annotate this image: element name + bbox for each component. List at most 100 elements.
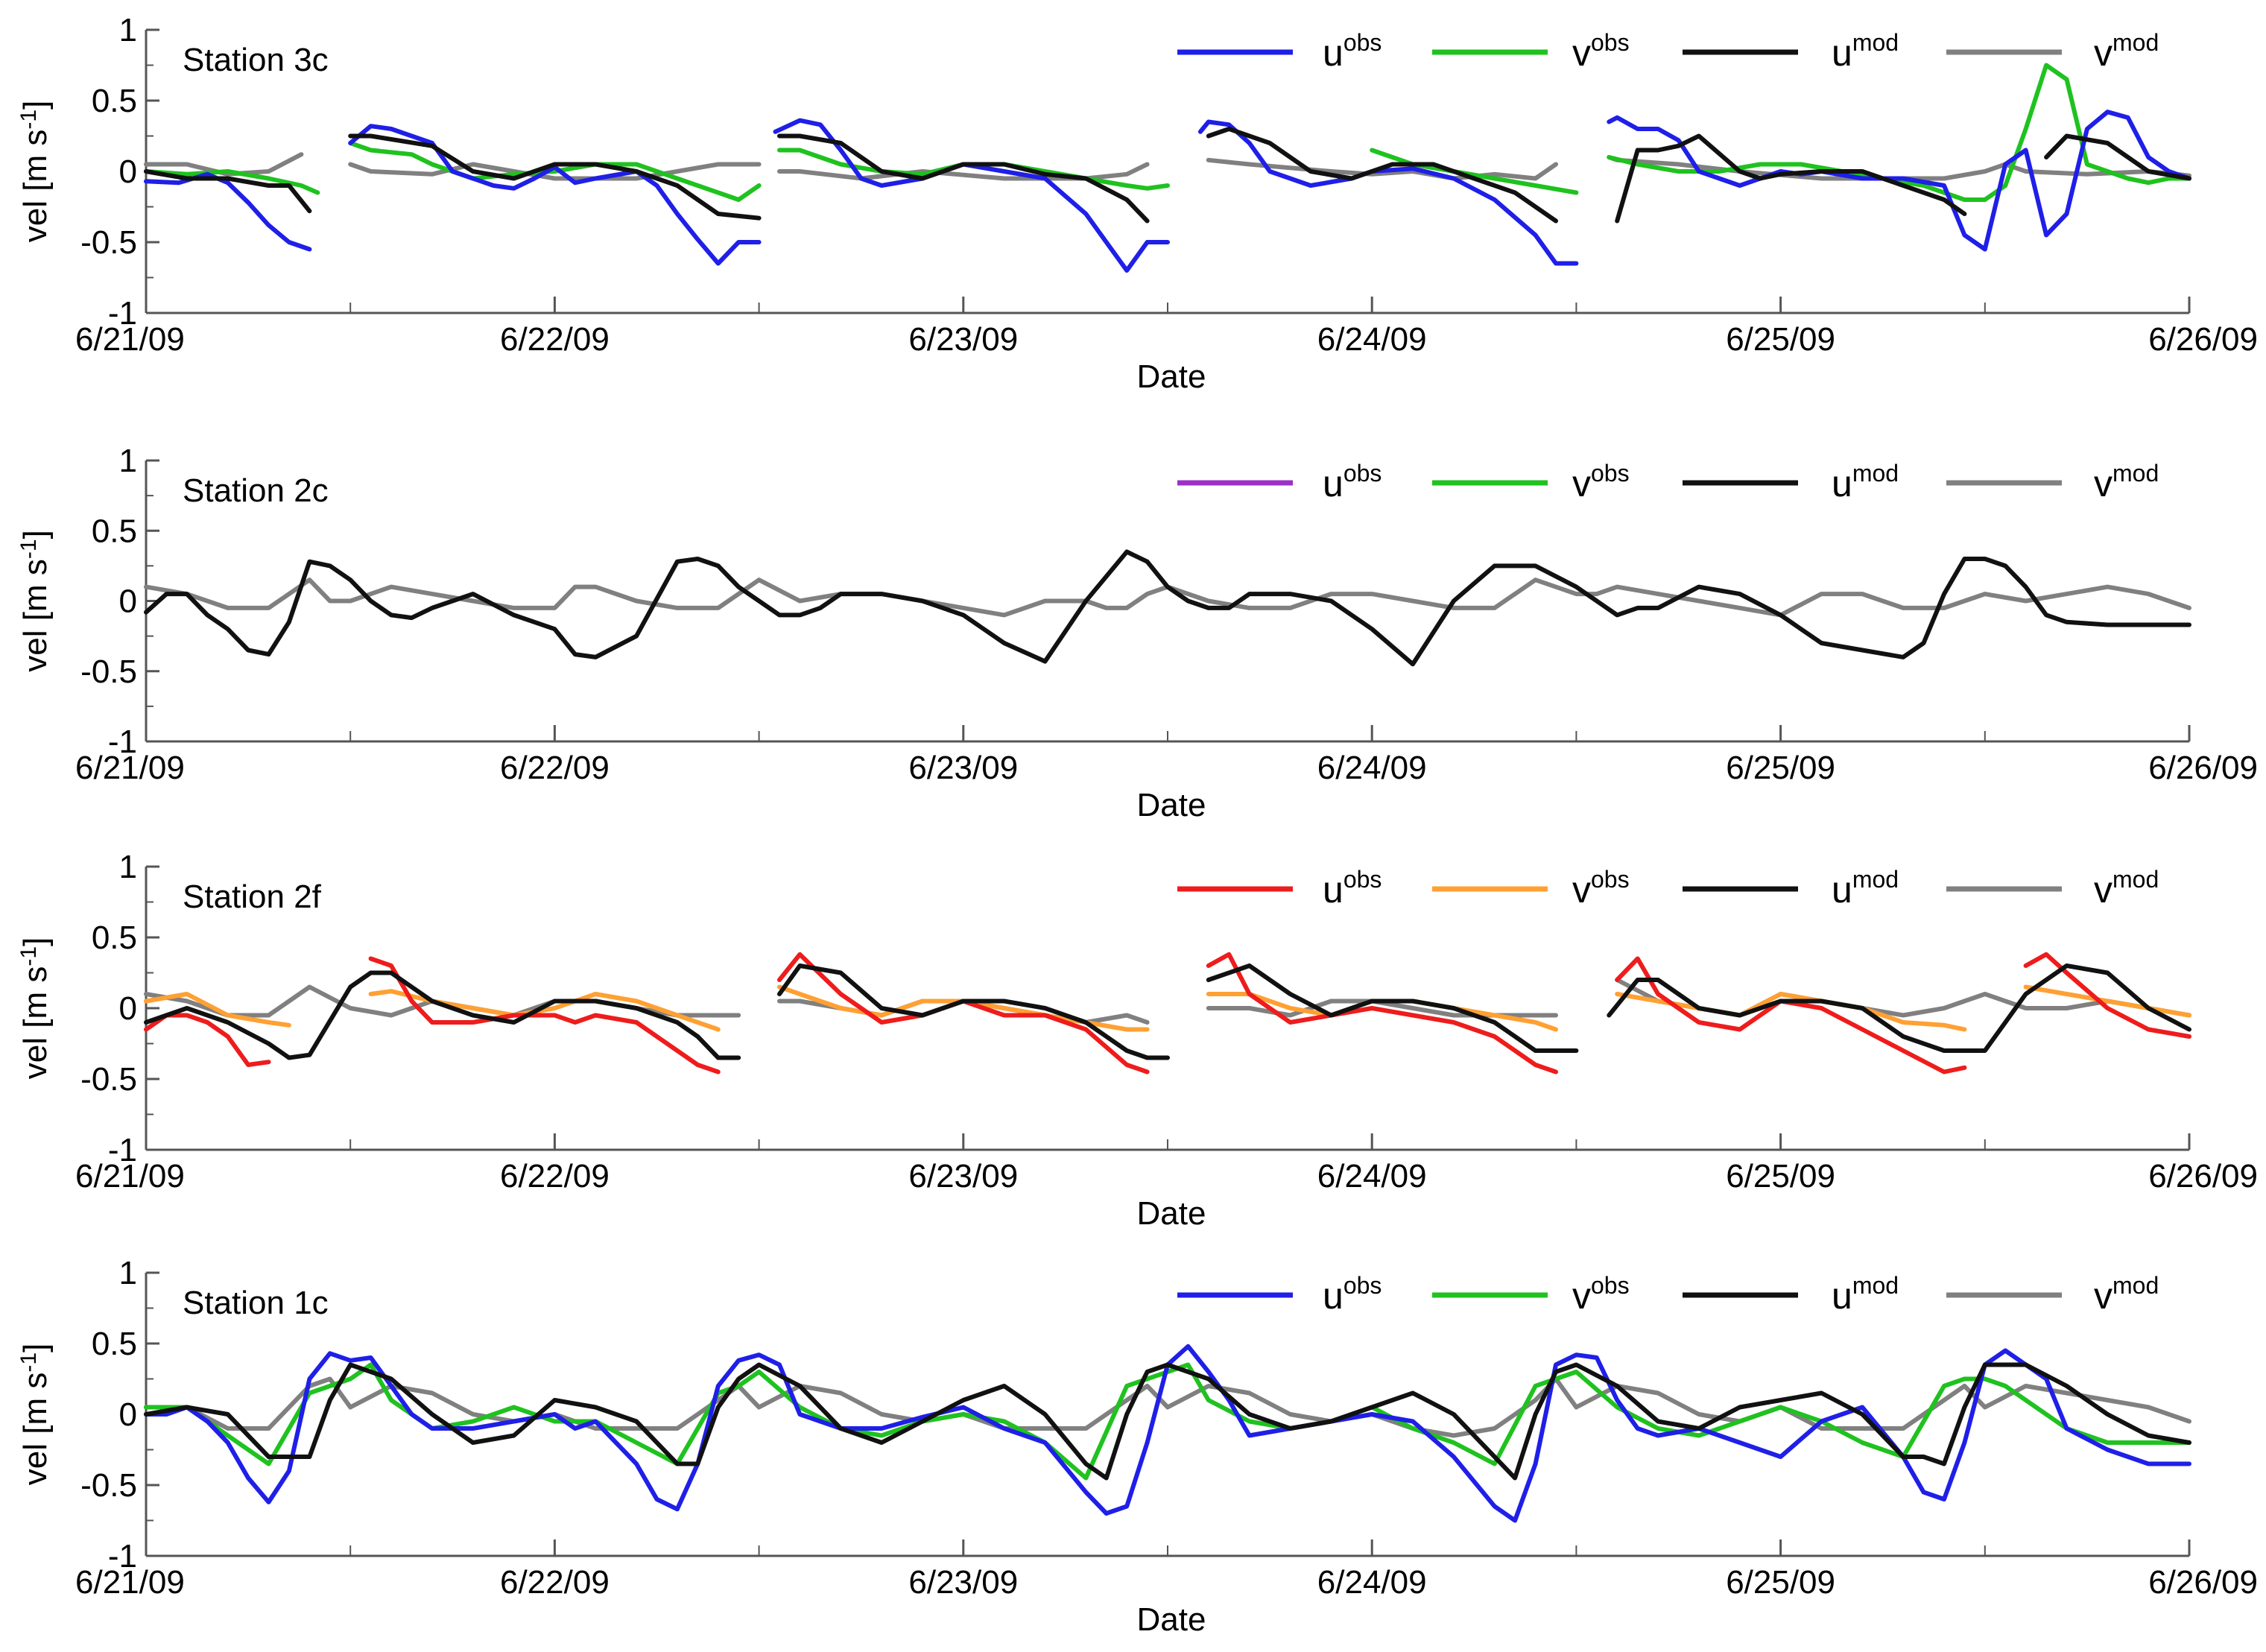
y-tick-label: -1	[108, 1132, 137, 1168]
x-axis-title: Date	[1137, 358, 1206, 395]
legend-item-u-obs: uobs	[1177, 866, 1382, 911]
legend-label: umod	[1832, 1272, 1899, 1317]
y-tick-label: 1	[119, 443, 137, 479]
series-line-u-obs	[348, 124, 762, 266]
x-tick-label: 6/21/09	[75, 321, 185, 358]
legend-item-u-mod: umod	[1683, 29, 1899, 74]
x-tick-label: 6/22/09	[500, 1158, 610, 1194]
legend-label: vmod	[2094, 866, 2159, 911]
series-line-u-obs	[1206, 952, 1558, 1075]
legend-label: vobs	[1572, 1272, 1630, 1317]
x-tick-label: 6/25/09	[1726, 1564, 1835, 1601]
y-axis-title: vel [m s-1]	[16, 101, 54, 243]
series-u-obs	[144, 1344, 2191, 1523]
series-line-u-mod	[1206, 127, 1558, 224]
series-line-v-obs	[2023, 984, 2191, 1018]
legend-item-u-obs: uobs	[1177, 460, 1382, 504]
series-line-v-mod	[144, 577, 2191, 618]
y-tick-label: 0	[119, 990, 137, 1027]
legend-label: vmod	[2094, 29, 2159, 74]
series-line-v-obs	[777, 984, 1150, 1032]
legend-item-v-obs: vobs	[1432, 460, 1630, 504]
series-line-u-mod	[777, 963, 1170, 1060]
series-u-mod	[144, 127, 2191, 224]
x-tick-label: 6/21/09	[75, 1564, 185, 1601]
legend-label: uobs	[1323, 866, 1382, 911]
series-line-v-obs	[368, 989, 721, 1032]
x-axis-title: Date	[1137, 787, 1206, 823]
legend-item-v-obs: vobs	[1432, 866, 1630, 911]
x-axis-title: Date	[1137, 1601, 1206, 1638]
station-label: Station 2f	[183, 879, 322, 915]
legend-label: vmod	[2094, 1272, 2159, 1317]
station-label: Station 3c	[183, 42, 329, 78]
legend-label: umod	[1832, 29, 1899, 74]
y-axis-title: vel [m s-1]	[16, 1344, 54, 1486]
x-tick-label: 6/26/09	[2148, 750, 2258, 786]
legend-item-v-mod: vmod	[1946, 29, 2159, 74]
x-tick-label: 6/21/09	[75, 750, 185, 786]
series-v-mod	[144, 152, 2191, 181]
series-line-v-mod	[1607, 155, 2191, 181]
legend-item-v-obs: vobs	[1432, 1272, 1630, 1317]
legend-label: uobs	[1323, 1272, 1382, 1317]
y-tick-label: 0.5	[92, 513, 137, 549]
x-tick-label: 6/24/09	[1317, 1158, 1427, 1194]
series-line-v-mod	[1206, 157, 1558, 181]
y-tick-label: -0.5	[80, 653, 137, 690]
series-u-obs	[144, 110, 2191, 273]
x-tick-label: 6/25/09	[1726, 1158, 1835, 1194]
y-tick-label: 1	[119, 12, 137, 48]
series-line-v-mod	[777, 162, 1150, 181]
legend-item-v-mod: vmod	[1946, 460, 2159, 504]
series-line-u-mod	[144, 169, 312, 214]
series-line-u-mod	[1206, 963, 1579, 1053]
legend-item-v-obs: vobs	[1432, 29, 1630, 74]
series-line-u-mod	[777, 133, 1150, 224]
y-tick-label: 0.5	[92, 1326, 137, 1362]
series-line-v-obs	[144, 1362, 2191, 1481]
series-line-u-obs	[144, 171, 312, 252]
legend-item-u-mod: umod	[1683, 460, 1899, 504]
x-tick-label: 6/24/09	[1317, 321, 1427, 358]
legend-item-v-mod: vmod	[1946, 866, 2159, 911]
series-line-u-mod	[1615, 133, 1967, 224]
series-v-obs	[144, 1362, 2191, 1481]
series-u-mod	[144, 549, 2191, 667]
series-line-v-obs	[1615, 992, 1967, 1032]
series-u-mod	[144, 1362, 2191, 1481]
series-line-u-mod	[144, 549, 2191, 667]
series-line-v-mod	[144, 152, 304, 177]
x-tick-label: 6/22/09	[500, 321, 610, 358]
x-tick-label: 6/23/09	[908, 750, 1018, 786]
y-axis-title: vel [m s-1]	[16, 937, 54, 1080]
y-tick-label: 0	[119, 1396, 137, 1433]
x-tick-label: 6/26/09	[2148, 1158, 2258, 1194]
y-tick-label: -1	[108, 295, 137, 332]
series-line-u-obs	[1197, 119, 1579, 266]
y-tick-label: 1	[119, 1255, 137, 1291]
legend-item-u-obs: uobs	[1177, 29, 1382, 74]
x-tick-label: 6/25/09	[1726, 750, 1835, 786]
legend-label: vobs	[1572, 29, 1630, 74]
y-tick-label: 0	[119, 583, 137, 620]
legend-item-u-mod: umod	[1683, 1272, 1899, 1317]
x-tick-label: 6/24/09	[1317, 750, 1427, 786]
y-tick-label: -0.5	[80, 224, 137, 261]
series-line-v-obs	[348, 141, 762, 202]
series-line-u-mod	[144, 970, 741, 1060]
station-label: Station 1c	[183, 1285, 329, 1321]
legend-label: umod	[1832, 460, 1899, 504]
x-tick-label: 6/22/09	[500, 1564, 610, 1601]
station-label: Station 2c	[183, 472, 329, 509]
x-tick-label: 6/26/09	[2148, 321, 2258, 358]
legend-label: umod	[1832, 866, 1899, 911]
x-tick-label: 6/23/09	[908, 1564, 1018, 1601]
legend-label: vobs	[1572, 866, 1630, 911]
y-tick-label: -1	[108, 1538, 137, 1575]
series-line-u-mod	[1607, 963, 2191, 1053]
legend-label: vmod	[2094, 460, 2159, 504]
panel-2: -1 -0.5 0 0.5 1 6/21/09 6/22/09 6/23/09 6/24/09 6…	[16, 443, 2258, 823]
series-line-u-obs	[1607, 110, 2191, 252]
